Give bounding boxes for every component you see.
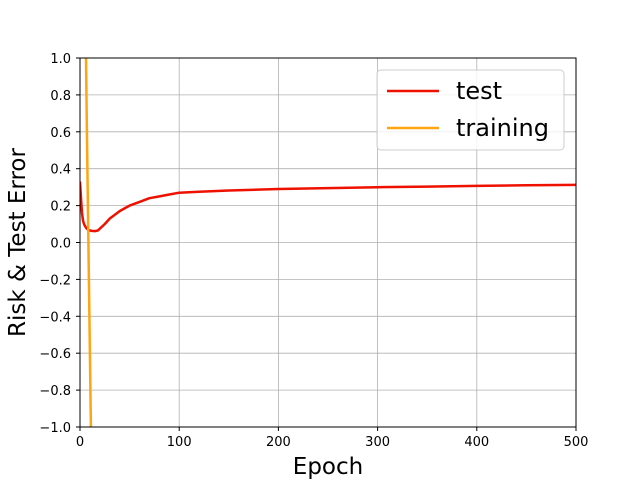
legend-label-test: test [456, 77, 502, 105]
legend: test training [376, 69, 565, 151]
series-line-training [84, 58, 93, 427]
x-tick-label: 500 [564, 435, 589, 450]
y-tick-label: 0.2 [50, 200, 71, 215]
y-tick-label: −0.4 [39, 310, 71, 325]
y-tick-label: 1.0 [50, 52, 71, 67]
y-tick-label: −1.0 [39, 421, 71, 436]
x-tick-label: 200 [266, 435, 291, 450]
y-tick-label: 0.0 [50, 237, 71, 252]
x-tick-label: 0 [76, 435, 84, 450]
y-axis-label: Risk & Test Error [5, 148, 31, 337]
legend-label-training: training [456, 114, 549, 142]
y-tick-label: 0.4 [50, 163, 71, 178]
ticks: 0 100 200 300 400 500 −1.0 −0.8 −0.6 −0.4 −0.2 0.0 0… [39, 52, 588, 450]
y-tick-label: 0.6 [50, 126, 71, 141]
y-tick-label: 0.8 [50, 89, 71, 104]
x-tick-label: 400 [464, 435, 489, 450]
y-tick-label: −0.2 [39, 273, 71, 288]
x-tick-label: 300 [365, 435, 390, 450]
x-tick-label: 100 [167, 435, 192, 450]
x-axis-label: Epoch [293, 454, 363, 480]
y-tick-label: −0.6 [39, 347, 71, 362]
series-lines [80, 58, 576, 427]
series-line-test [80, 181, 576, 233]
y-tick-label: −0.8 [39, 384, 71, 399]
